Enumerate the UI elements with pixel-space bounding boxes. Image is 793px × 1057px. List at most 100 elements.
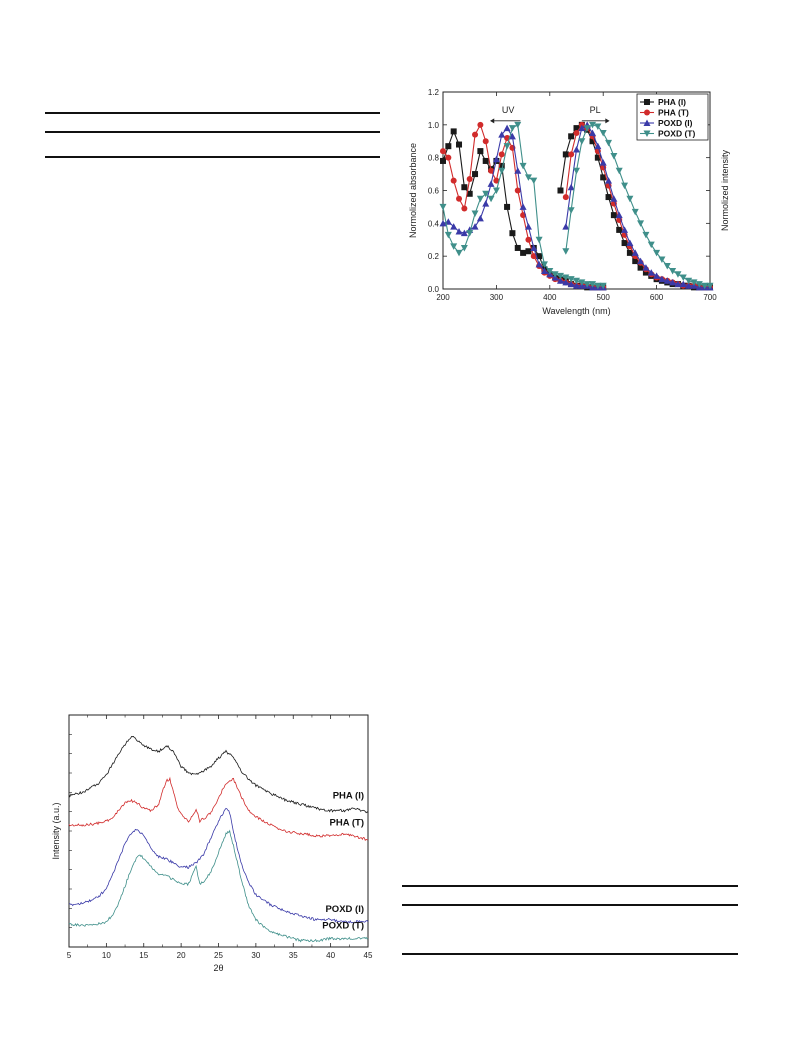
x-tick-label: 40 [326, 951, 335, 960]
data-point-pl [573, 130, 580, 137]
data-point-pl [583, 125, 591, 132]
legend-marker [644, 99, 650, 105]
data-point-uv [599, 282, 607, 290]
y-axis-title: Normolized absorbance [408, 143, 418, 238]
series-line-pl [565, 124, 710, 288]
legend-entry: POXD (T) [658, 129, 695, 139]
table-mid-rule-1 [45, 131, 380, 133]
legend-entry: POXD (I) [658, 118, 693, 128]
data-point-pl [632, 258, 639, 265]
data-point-uv [498, 167, 506, 175]
data-point-uv [472, 131, 479, 138]
data-point-uv [503, 124, 511, 132]
x-axis-title: 2θ [213, 963, 223, 973]
data-point-pl [706, 282, 714, 290]
data-point-uv [450, 128, 457, 135]
data-point-uv [524, 223, 532, 230]
data-point-uv [524, 174, 532, 181]
data-point-pl [594, 142, 602, 150]
data-point-pl [562, 223, 570, 230]
x-tick-label: 10 [102, 951, 111, 960]
data-point-uv [471, 223, 479, 230]
data-point-uv [498, 151, 505, 158]
data-point-uv [535, 260, 543, 268]
data-point-pl [610, 212, 617, 219]
data-point-pl [626, 239, 634, 247]
data-point-pl [626, 249, 633, 256]
data-point-uv [492, 187, 500, 194]
data-point-pl [637, 257, 645, 265]
data-point-pl [653, 249, 661, 257]
data-point-uv [466, 190, 473, 197]
data-point-uv [535, 236, 543, 244]
x-axis-title: Wavelength (nm) [542, 306, 610, 316]
legend-marker [643, 130, 651, 137]
data-point-pl [605, 194, 612, 201]
data-point-uv [525, 248, 532, 255]
data-point-pl [562, 248, 570, 255]
data-point-uv [514, 187, 521, 194]
data-point-pl [615, 211, 623, 219]
pl-annotation: PL [590, 105, 601, 115]
data-point-uv [520, 249, 527, 256]
data-point-pl [631, 249, 639, 256]
x-tick-label: 700 [703, 293, 717, 302]
data-point-pl [610, 195, 618, 202]
data-point-uv [498, 131, 506, 138]
data-point-pl [599, 159, 607, 166]
data-point-pl [685, 277, 693, 285]
x-tick-label: 15 [139, 951, 148, 960]
data-point-uv [440, 148, 446, 155]
y-tick-label: 0.0 [428, 285, 440, 294]
y-tick-label: 0.6 [428, 187, 440, 196]
data-point-pl [695, 281, 703, 288]
data-point-uv [445, 143, 452, 150]
pl-arrow-head [605, 118, 610, 124]
data-point-uv [455, 249, 463, 257]
data-point-pl [637, 264, 644, 271]
data-point-uv [562, 274, 570, 282]
data-point-pl [642, 231, 650, 239]
data-point-pl [562, 151, 569, 158]
data-point-pl [589, 138, 596, 145]
data-point-pl [653, 272, 661, 279]
xrd-series-line [68, 736, 369, 814]
data-point-uv [456, 195, 463, 202]
x-tick-label: 30 [251, 951, 260, 960]
data-point-uv [493, 177, 500, 184]
data-point-uv [487, 180, 495, 187]
data-point-pl [621, 240, 628, 247]
legend-marker [644, 109, 650, 116]
data-point-pl [626, 195, 634, 203]
data-point-uv [498, 162, 505, 169]
data-point-pl [679, 274, 687, 282]
data-point-uv [472, 171, 479, 178]
data-point-uv [556, 277, 564, 284]
data-point-uv [514, 167, 522, 174]
data-point-pl [573, 167, 580, 175]
data-point-uv [578, 279, 586, 286]
data-point-uv [482, 157, 489, 164]
data-point-uv [482, 138, 489, 145]
data-point-pl [589, 129, 597, 137]
legend-entry: PHA (I) [658, 97, 686, 107]
x-tick-label: 20 [177, 951, 186, 960]
data-point-uv [519, 203, 527, 210]
data-point-pl [658, 256, 666, 263]
data-point-pl [621, 182, 629, 190]
data-point-uv [573, 277, 580, 285]
data-point-pl [600, 174, 607, 181]
data-point-uv [551, 271, 559, 278]
data-point-uv [488, 167, 495, 174]
data-point-uv [445, 154, 452, 161]
x-tick-label: 25 [214, 951, 223, 960]
data-point-pl [594, 154, 601, 161]
table-top-rule-1 [45, 112, 380, 114]
xrd-series-line [68, 776, 369, 841]
data-point-pl [594, 123, 602, 130]
data-point-pl [567, 207, 575, 214]
data-point-pl [663, 263, 671, 270]
y-tick-label: 0.4 [428, 219, 440, 228]
data-point-uv [508, 132, 516, 140]
xrd-series-line [68, 829, 369, 943]
